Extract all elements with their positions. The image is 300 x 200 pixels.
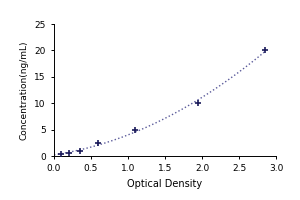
Y-axis label: Concentration(ng/mL): Concentration(ng/mL) — [20, 40, 28, 140]
X-axis label: Optical Density: Optical Density — [128, 179, 202, 189]
